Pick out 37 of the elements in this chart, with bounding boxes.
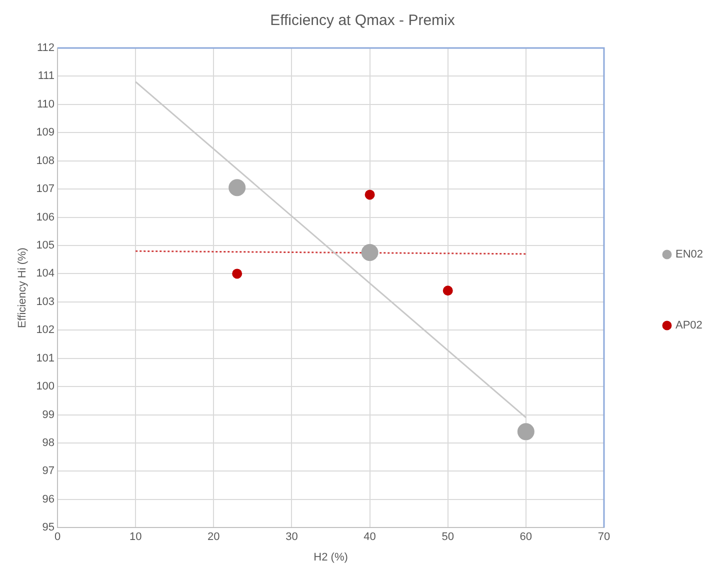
x-tick-label: 60 xyxy=(520,531,532,544)
y-tick-label: 107 xyxy=(36,183,55,196)
x-tick-label: 50 xyxy=(442,531,454,544)
y-tick-label: 111 xyxy=(38,70,55,82)
y-tick-label: 112 xyxy=(37,42,55,54)
y-tick-label: 95 xyxy=(42,522,55,534)
point xyxy=(361,244,378,262)
y-tick-label: 110 xyxy=(37,98,55,110)
y-tick-label: 108 xyxy=(36,154,55,167)
y-tick-label: 104 xyxy=(36,268,55,280)
legend-label: EN02 xyxy=(675,248,704,261)
point xyxy=(232,268,242,279)
x-tick-label: 40 xyxy=(364,531,376,544)
x-tick-label: 30 xyxy=(286,531,298,544)
x-axis-title: H2 (%) xyxy=(314,551,348,564)
point xyxy=(442,286,453,296)
y-tick-label: 97 xyxy=(42,465,55,478)
y-tick-label: 96 xyxy=(42,493,55,506)
x-tick-label: 10 xyxy=(129,531,142,544)
chart-title: Efficiency at Qmax - Premix xyxy=(270,12,456,30)
x-tick-label: 70 xyxy=(598,531,610,544)
y-tick-label: 98 xyxy=(42,436,55,449)
y-tick-label: 105 xyxy=(36,240,55,252)
x-tick-label: 20 xyxy=(208,531,220,544)
y-tick-label: 106 xyxy=(36,211,55,224)
legend-label: AP02 xyxy=(675,320,702,332)
y-tick-label: 102 xyxy=(36,324,55,336)
point xyxy=(517,423,534,440)
point xyxy=(228,179,246,196)
y-axis-title: Efficiency Hi (%) xyxy=(16,248,29,328)
y-tick-label: 99 xyxy=(42,408,55,421)
y-tick-label: 101 xyxy=(36,352,55,364)
x-tick-label: 0 xyxy=(54,531,61,544)
point xyxy=(364,190,375,200)
y-tick-label: 103 xyxy=(36,296,55,308)
y-tick-label: 109 xyxy=(36,126,55,139)
y-tick-label: 100 xyxy=(36,380,55,393)
